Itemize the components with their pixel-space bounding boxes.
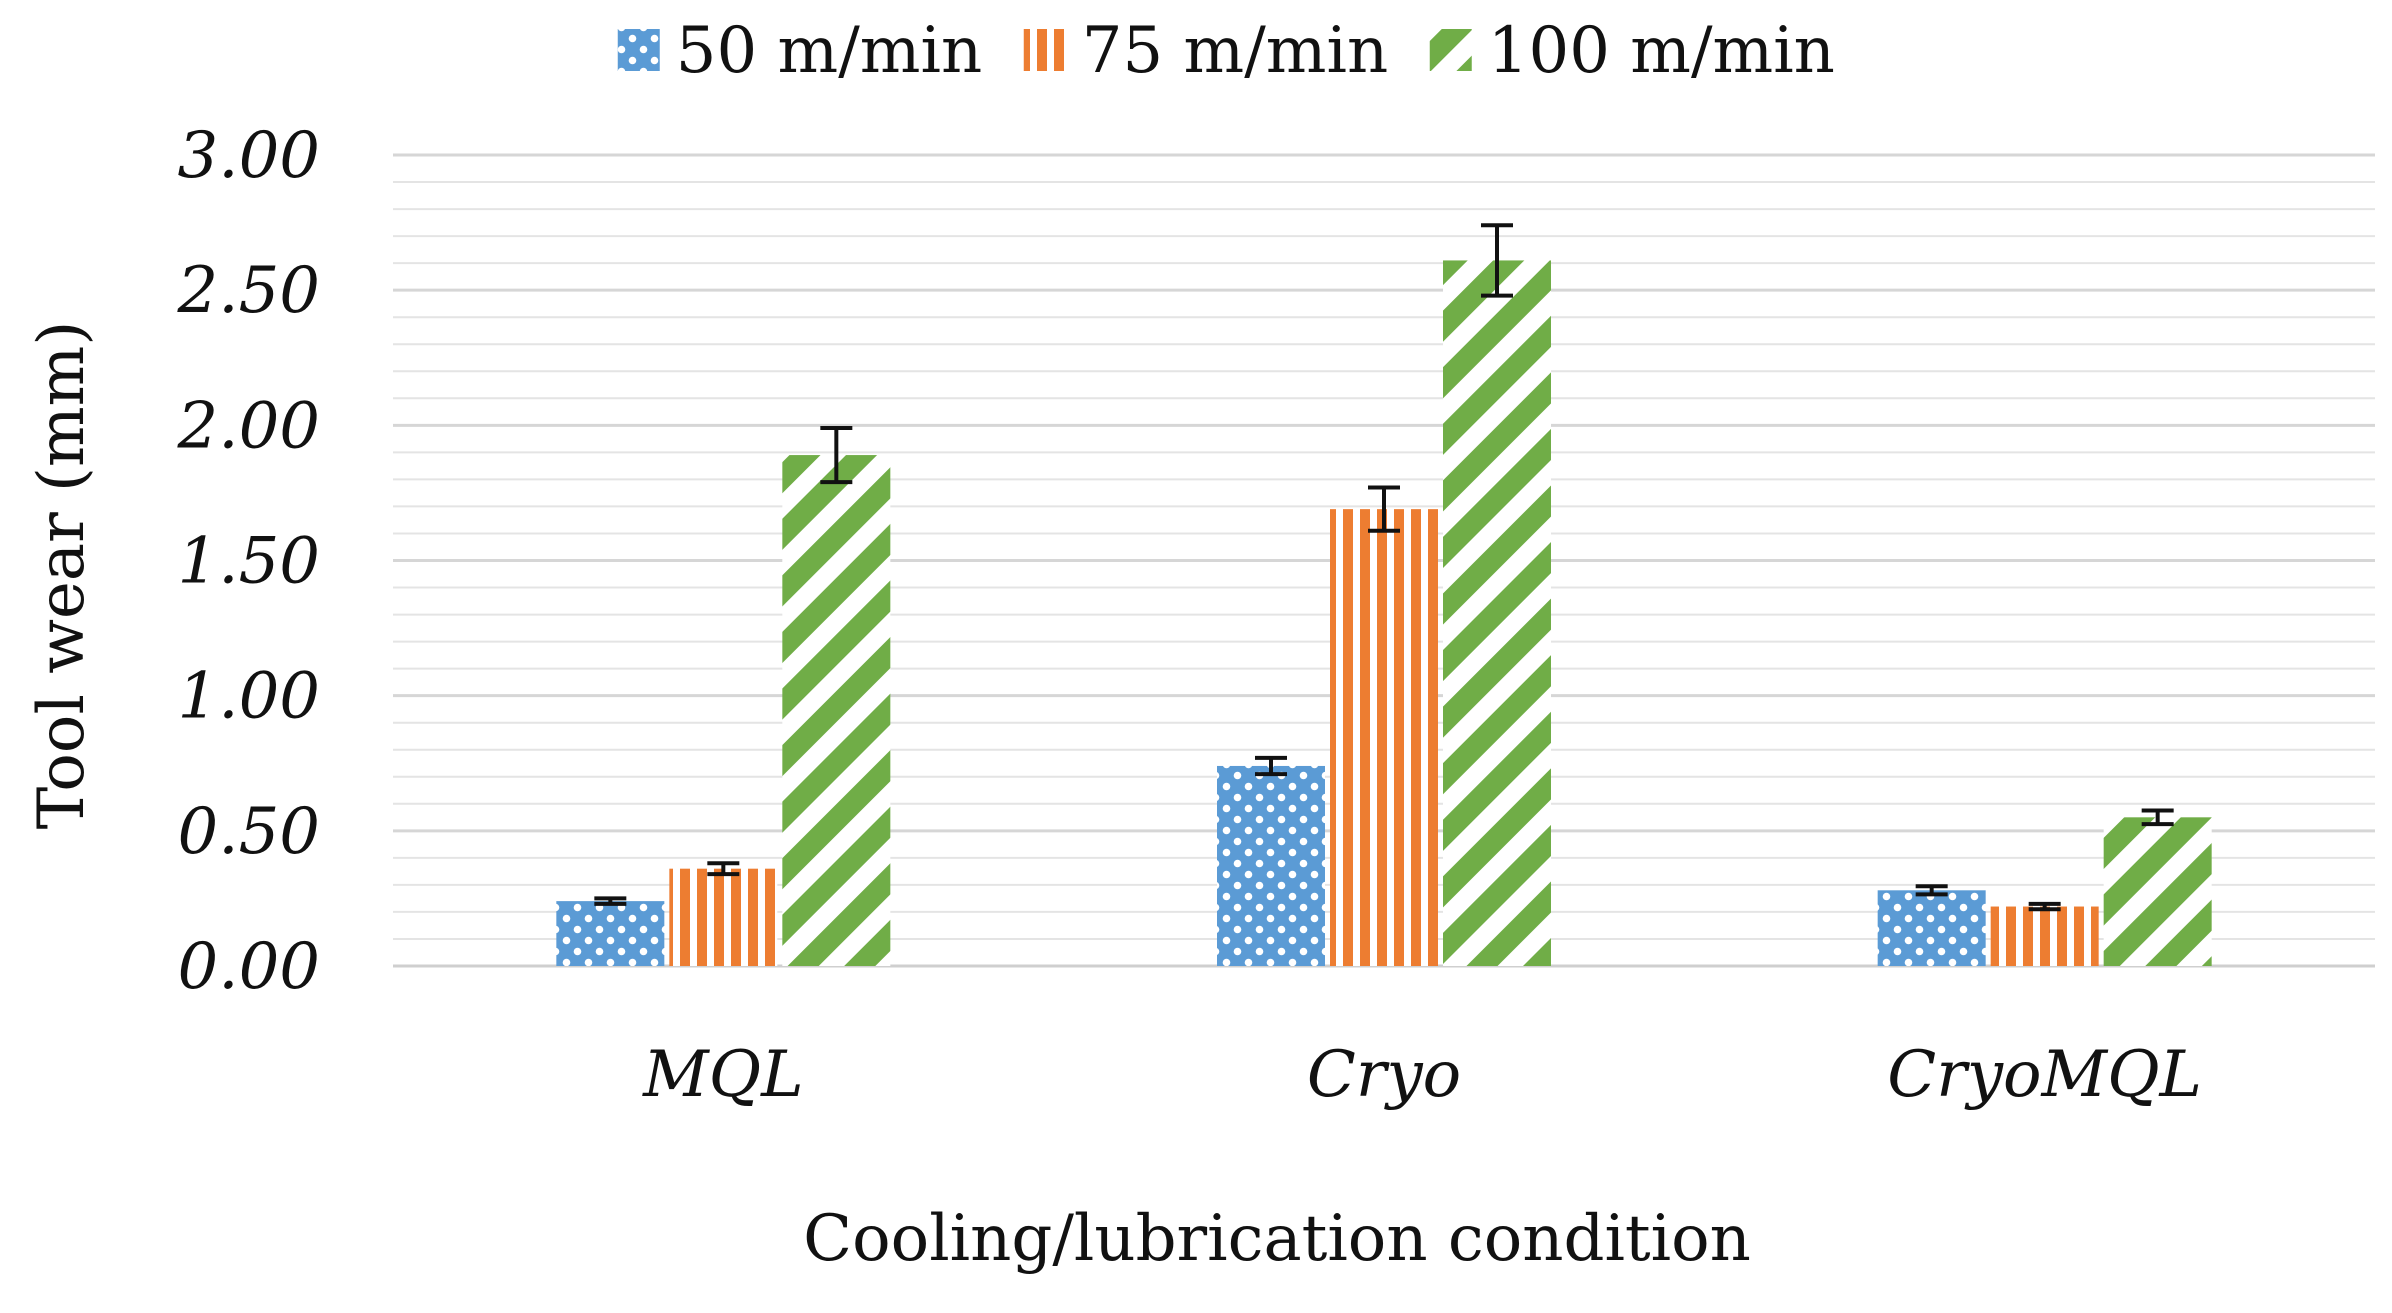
legend-item: 50 m/min <box>617 14 982 88</box>
y-axis-tick-labels: 0.00 0.50 1.00 1.50 2.00 2.50 3.00 <box>177 119 321 1004</box>
error-bar <box>1481 223 1513 298</box>
y-tick-label: 3.00 <box>178 119 321 193</box>
x-category-label: MQL <box>642 1038 804 1112</box>
bar-series <box>556 260 2212 966</box>
y-tick-label: 1.00 <box>178 660 321 734</box>
x-axis-title: Cooling/lubrication condition <box>803 1202 1751 1276</box>
y-tick-label: 0.50 <box>178 795 321 869</box>
error-bars <box>594 223 2174 912</box>
legend-item: 100 m/min <box>1429 14 1835 88</box>
error-bar <box>2028 901 2061 912</box>
bar-mql-3 <box>782 455 891 966</box>
legend-label: 100 m/min <box>1488 14 1835 88</box>
bar-cryo-2 <box>1330 509 1438 966</box>
legend-label: 75 m/min <box>1082 14 1388 88</box>
bar-mql-1 <box>556 901 665 966</box>
legend-label: 50 m/min <box>676 14 982 88</box>
y-axis-title: Tool wear (mm) <box>25 321 99 830</box>
bar-cryo-3 <box>1443 260 1551 966</box>
x-category-label: CryoMQL <box>1887 1038 2202 1112</box>
bar-cryomql-2 <box>1990 906 2099 966</box>
y-tick-label: 0.00 <box>178 930 321 1004</box>
error-bar <box>2141 808 2174 827</box>
x-category-label: Cryo <box>1307 1038 1461 1112</box>
error-bar <box>707 861 740 877</box>
bar-cryomql-1 <box>1877 890 1986 966</box>
bar-cryomql-3 <box>2103 817 2212 966</box>
bar-mql-2 <box>669 868 778 966</box>
error-bar <box>1368 485 1400 533</box>
legend-swatch <box>617 29 660 71</box>
bar-cryo-1 <box>1217 765 1325 966</box>
error-bar <box>1255 755 1287 777</box>
error-bar <box>594 896 627 906</box>
y-tick-label: 1.50 <box>178 525 321 599</box>
legend-item: 75 m/min <box>1023 14 1388 88</box>
error-bar <box>1915 884 1948 897</box>
error-bar <box>820 426 853 485</box>
legend: 50 m/min 75 m/min 100 m/min <box>617 14 1835 88</box>
x-axis-category-labels: MQL Cryo CryoMQL <box>642 1038 2202 1112</box>
legend-swatch <box>1429 29 1472 71</box>
y-tick-label: 2.00 <box>177 389 321 463</box>
legend-swatch <box>1023 29 1066 71</box>
y-tick-label: 2.50 <box>177 254 321 328</box>
